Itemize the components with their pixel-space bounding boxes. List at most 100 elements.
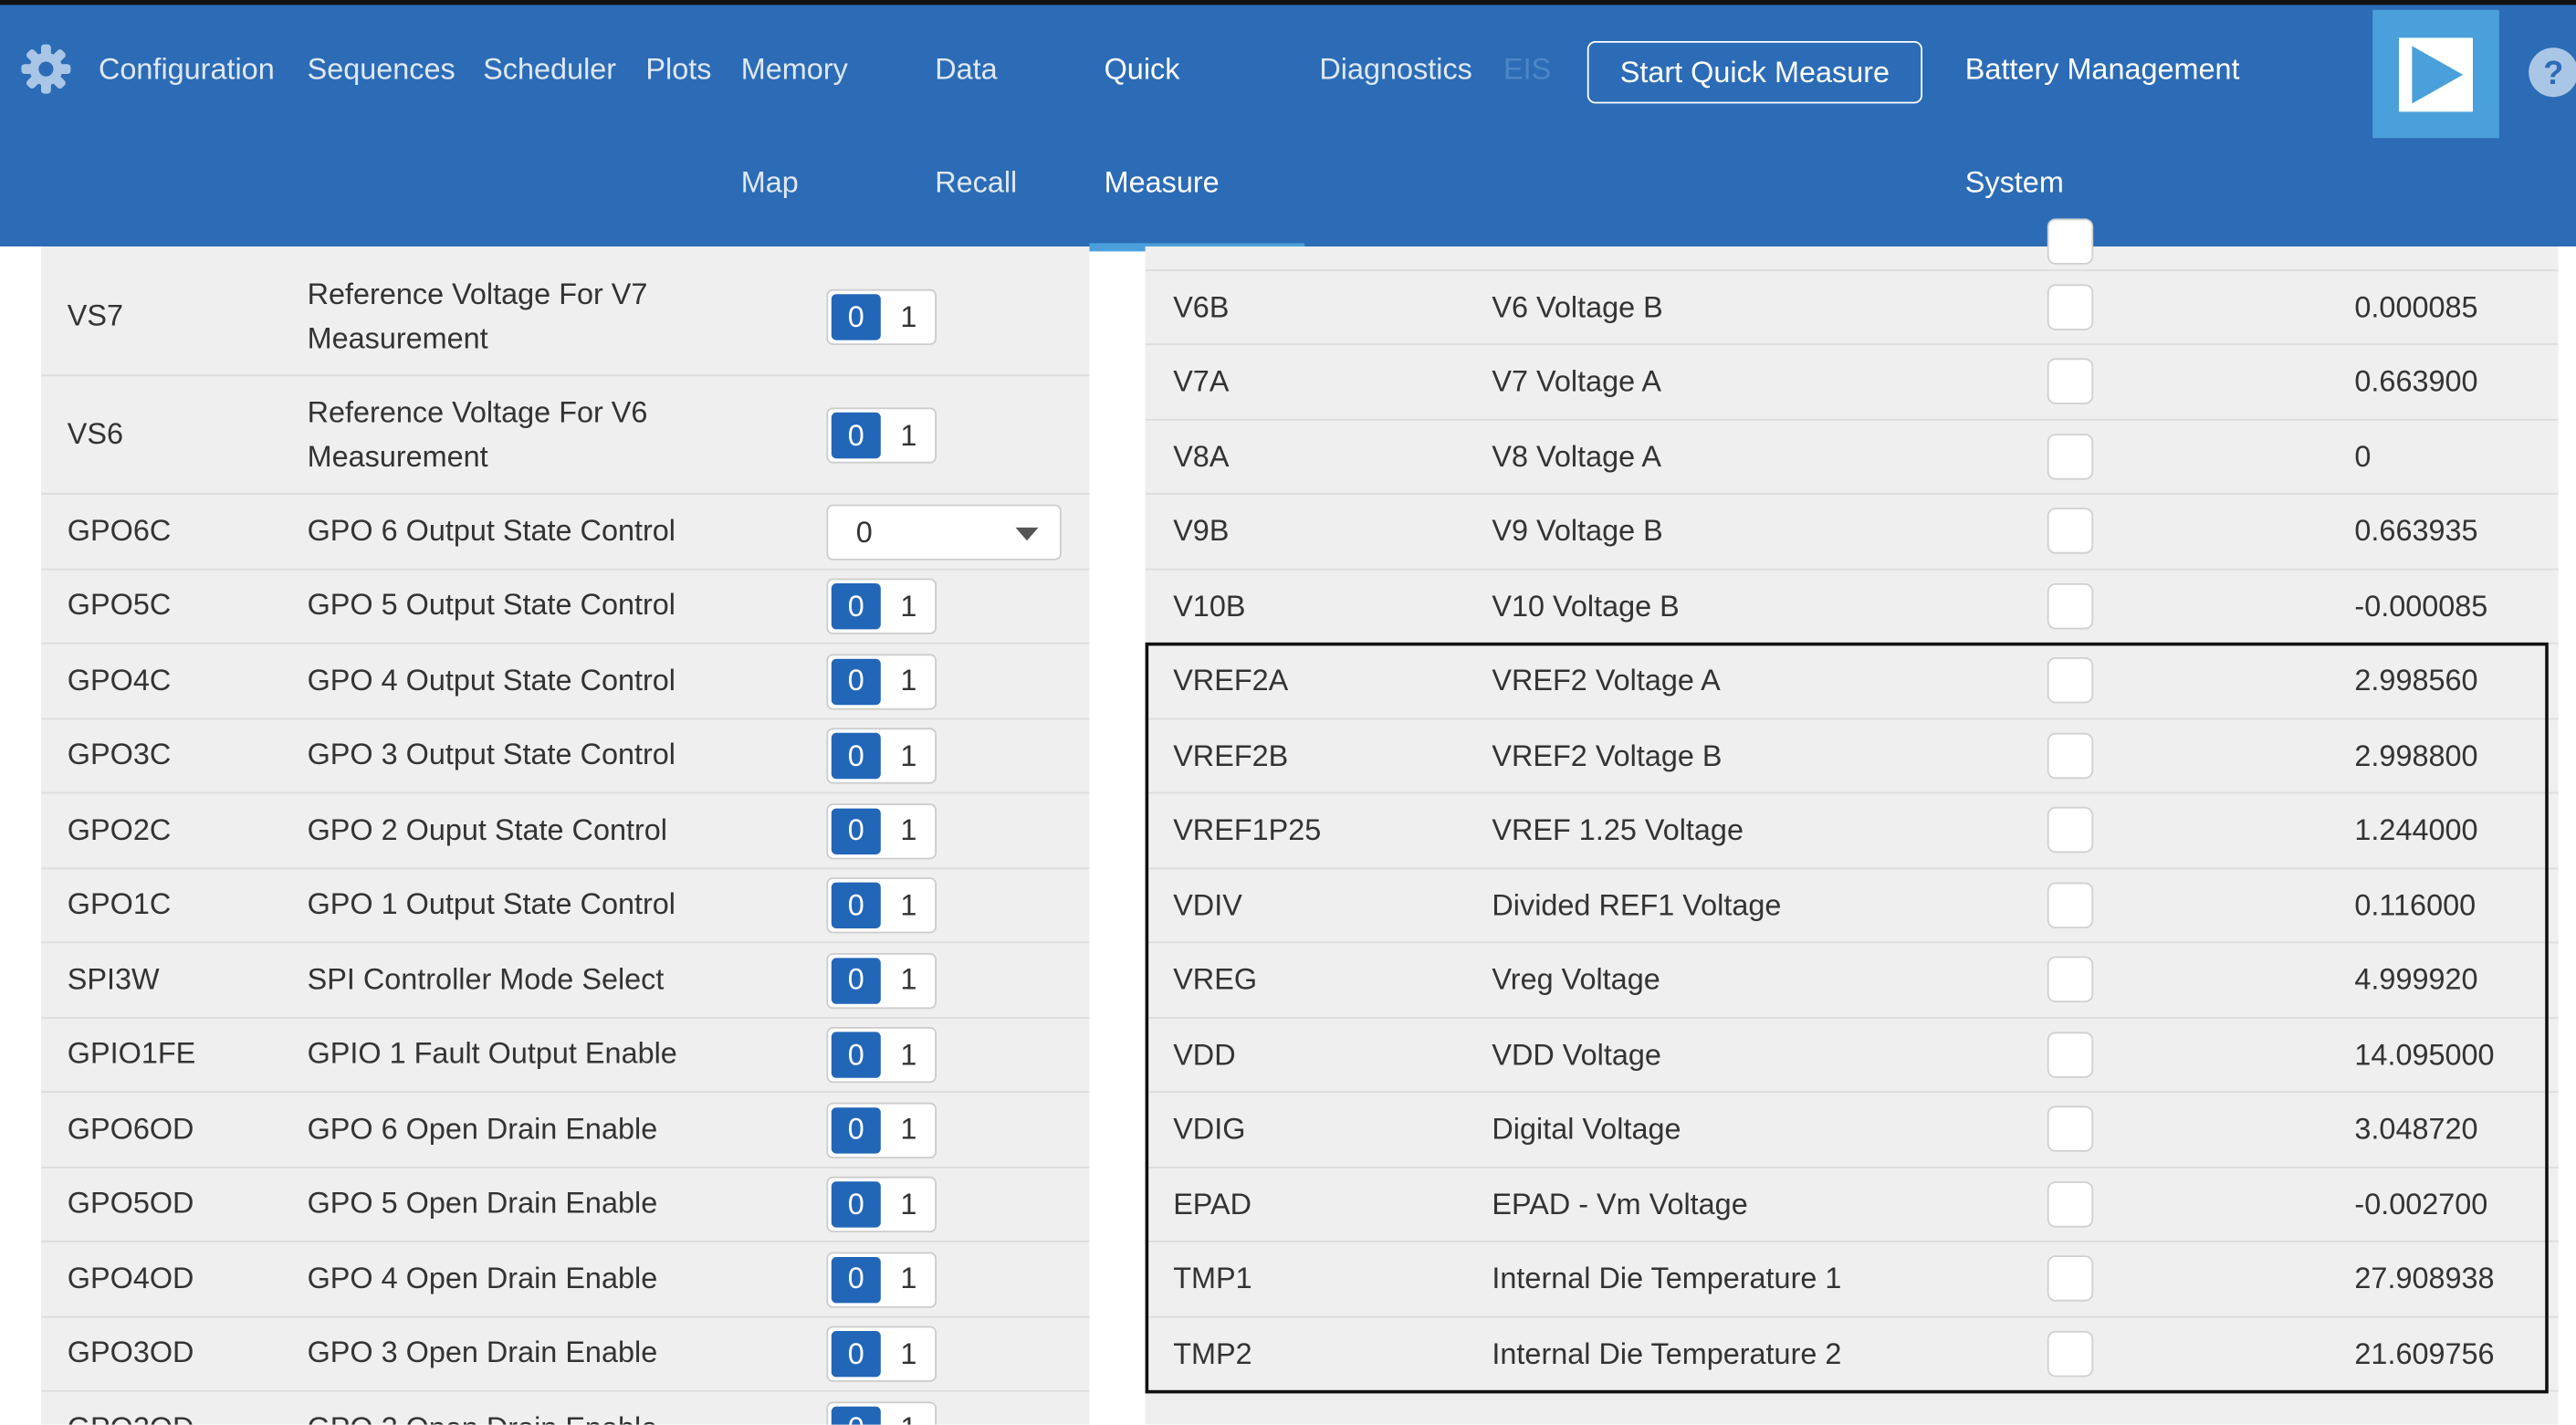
toggle-option[interactable]: 1	[900, 589, 917, 623]
toggle-option[interactable]: 1	[884, 1406, 933, 1425]
checkbox[interactable]	[2047, 218, 2094, 265]
measurement-code: VREF2B	[1173, 739, 1289, 772]
register-description: Reference Voltage For V7	[307, 277, 648, 310]
help-icon[interactable]: ?	[2527, 45, 2576, 100]
nav-item[interactable]: Scheduler	[483, 52, 617, 86]
nav-item[interactable]: EIS	[1503, 52, 1552, 86]
toggle-option[interactable]: 0	[831, 733, 881, 780]
checkbox[interactable]	[2047, 956, 2094, 1002]
checkbox[interactable]	[2047, 1180, 2094, 1227]
measurement-code: VDD	[1173, 1037, 1236, 1071]
toggle-option[interactable]: 1	[900, 1113, 917, 1147]
nav-item[interactable]: Plots	[645, 52, 712, 86]
toggle-option[interactable]: 1	[900, 664, 917, 697]
toggle-option[interactable]: 1	[900, 888, 917, 922]
checkbox[interactable]	[2047, 283, 2094, 330]
nav-item[interactable]: Sequences	[307, 52, 456, 86]
measurement-description: V8 Voltage A	[1492, 439, 1661, 473]
checkbox[interactable]	[2047, 657, 2094, 704]
nav-item[interactable]: Quick	[1104, 52, 1180, 86]
run-button[interactable]	[2372, 9, 2499, 139]
checkbox[interactable]	[2047, 1255, 2094, 1302]
bit-toggle[interactable]: 01	[826, 1400, 937, 1425]
checkbox[interactable]	[2047, 1330, 2094, 1377]
toggle-option[interactable]: 0	[831, 658, 881, 705]
table-row: V8A V8 Voltage A 0	[1145, 420, 2559, 495]
table-row: VDD VDD Voltage 14.095000	[1145, 1018, 2559, 1093]
measurement-value: 21.609756	[2354, 1336, 2495, 1370]
value-select[interactable]: 0	[826, 504, 1062, 561]
nav-item[interactable]: Map	[740, 165, 799, 199]
toggle-option[interactable]: 1	[900, 813, 917, 847]
toggle-option[interactable]: 0	[831, 808, 881, 854]
checkbox[interactable]	[2047, 508, 2094, 554]
toggle-option[interactable]: 0	[831, 1331, 881, 1378]
table-row: GPO2OD GPO 2 Open Drain Enable 01	[41, 1392, 1089, 1425]
toggle-option[interactable]: 1	[900, 963, 917, 997]
nav-item[interactable]: Data	[935, 52, 998, 86]
toggle-option[interactable]: 1	[900, 1336, 917, 1370]
measurement-value: 0.663900	[2354, 364, 2478, 398]
table-row: GPO4OD GPO 4 Open Drain Enable 0 1	[41, 1242, 1090, 1317]
checkbox[interactable]	[2047, 1031, 2094, 1077]
toggle-option[interactable]: 1	[900, 299, 917, 333]
nav-item[interactable]: Measure	[1104, 165, 1220, 199]
nav-item[interactable]: Recall	[935, 165, 1018, 199]
toggle-option[interactable]: 1	[900, 1038, 917, 1072]
toggle-option[interactable]: 0	[831, 957, 881, 1004]
settings-icon[interactable]	[20, 43, 73, 96]
register-code: VS6	[67, 417, 124, 451]
checkbox[interactable]	[2047, 358, 2094, 404]
nav-item[interactable]: Memory	[740, 52, 848, 86]
toggle-option[interactable]: 0	[831, 1032, 881, 1079]
toggle-option[interactable]: 0	[831, 883, 881, 929]
dropdown-arrow	[1015, 527, 1039, 540]
register-description: GPO 6 Open Drain Enable	[307, 1112, 658, 1146]
measurement-value: 2.998800	[2354, 739, 2478, 772]
toggle-option[interactable]: 0	[831, 1406, 881, 1425]
toggle-option[interactable]: 0	[831, 412, 881, 459]
register-code: GPO4OD	[67, 1261, 194, 1294]
checkbox[interactable]	[2047, 582, 2094, 629]
toggle-option[interactable]: 1	[900, 1262, 917, 1295]
measurement-table: V6B V6 Voltage B 0.000085 V7A V7 Voltage A 0.…	[1145, 218, 2559, 1425]
start-quick-measure-button[interactable]: Start Quick Measure	[1586, 41, 1922, 104]
toggle-option[interactable]: 0	[831, 1256, 881, 1303]
toggle-option[interactable]: 1	[900, 739, 917, 772]
nav-item[interactable]: Configuration	[99, 52, 275, 86]
toggle-option[interactable]: 1	[900, 418, 917, 452]
checkbox[interactable]	[2047, 433, 2094, 479]
nav-item[interactable]: Battery Management	[1964, 52, 2240, 86]
table-row: GPO3OD GPO 3 Open Drain Enable 0 1	[41, 1317, 1090, 1392]
checkbox[interactable]	[2047, 1105, 2094, 1152]
measurement-code: V8A	[1173, 439, 1230, 473]
nav-item[interactable]: System	[1964, 165, 2064, 199]
checkbox[interactable]	[2047, 806, 2094, 854]
nav-item[interactable]: Diagnostics	[1319, 52, 1472, 86]
register-description: GPO 4 Output State Control	[307, 663, 676, 697]
table-row: TMP2 Internal Die Temperature 2 21.609756	[1145, 1317, 2559, 1392]
register-description: GPO 3 Output State Control	[307, 738, 676, 771]
toggle-option[interactable]: 0	[831, 1181, 881, 1229]
toggle-option[interactable]: 0	[831, 583, 881, 630]
checkbox[interactable]	[2047, 881, 2094, 928]
toggle-option[interactable]: 0	[831, 294, 881, 341]
register-description: GPO 6 Output State Control	[307, 513, 676, 547]
toggle-option[interactable]: 0	[831, 1106, 881, 1154]
checkbox[interactable]	[2047, 731, 2094, 779]
toggle-option[interactable]: 1	[900, 1187, 917, 1221]
measurement-code: VREF2A	[1173, 664, 1289, 697]
